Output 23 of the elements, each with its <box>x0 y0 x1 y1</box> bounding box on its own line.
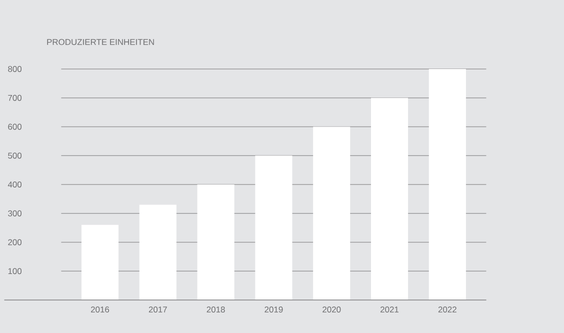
y-tick-label: 800 <box>8 66 22 72</box>
x-tick-label: 2019 <box>264 306 283 313</box>
bar <box>139 204 176 300</box>
y-tick-label: 200 <box>8 239 22 246</box>
y-tick-label: 100 <box>8 268 22 274</box>
x-tick-label: 2017 <box>148 306 167 313</box>
bar <box>81 224 119 300</box>
x-tick-label: 2018 <box>206 306 225 313</box>
bar <box>313 126 350 300</box>
bar <box>255 156 292 300</box>
y-tick-label: 300 <box>8 210 22 216</box>
y-tick-label: 400 <box>8 182 22 188</box>
x-tick-label: 2021 <box>380 306 399 313</box>
bar <box>428 69 466 300</box>
y-tick-label: 600 <box>8 124 22 130</box>
chart-title: PRODUZIERTE EINHEITEN <box>47 39 154 45</box>
x-tick-label: 2016 <box>91 306 110 313</box>
x-tick-label: 2022 <box>438 306 456 313</box>
bar <box>197 184 234 300</box>
bar <box>370 98 408 300</box>
x-tick-label: 2020 <box>322 306 341 313</box>
y-tick-label: 500 <box>8 152 22 159</box>
y-tick-label: 700 <box>8 94 22 101</box>
